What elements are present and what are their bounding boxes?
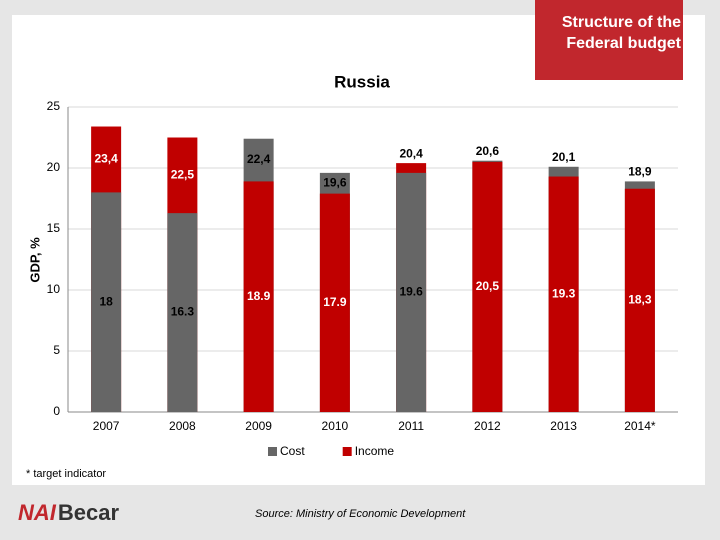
x-tick-label: 2007 bbox=[93, 419, 120, 433]
bar bbox=[396, 172, 427, 412]
source: Source: Ministry of Economic Development bbox=[255, 508, 466, 520]
bar bbox=[624, 188, 655, 412]
data-label: 20,5 bbox=[476, 279, 500, 293]
bar bbox=[243, 181, 274, 412]
bar bbox=[472, 161, 503, 412]
header-tag: Structure of the Federal budget bbox=[535, 0, 683, 80]
legend-label: Income bbox=[355, 444, 395, 458]
logo-mark: NAI bbox=[18, 500, 56, 525]
x-tick-label: 2014* bbox=[624, 419, 656, 433]
data-label: 18.9 bbox=[247, 289, 271, 303]
x-tick-label: 2012 bbox=[474, 419, 501, 433]
data-label: 19,6 bbox=[323, 175, 347, 189]
data-label: 23,4 bbox=[94, 152, 118, 166]
y-tick-label: 0 bbox=[53, 404, 60, 418]
x-tick-label: 2008 bbox=[169, 419, 196, 433]
data-label: 22,5 bbox=[171, 167, 195, 181]
x-tick-label: 2009 bbox=[245, 419, 272, 433]
data-label: 18,9 bbox=[628, 165, 652, 179]
logo-name: Becar bbox=[57, 500, 120, 525]
bar bbox=[167, 213, 198, 412]
y-tick-label: 15 bbox=[47, 221, 61, 235]
logo: NAIBecar bbox=[18, 500, 119, 526]
y-axis-label: GDP, % bbox=[27, 237, 42, 283]
bar bbox=[91, 192, 122, 412]
data-label: 17.9 bbox=[323, 295, 347, 309]
legend-swatch bbox=[342, 447, 352, 456]
legend-label: Cost bbox=[280, 444, 305, 458]
data-label: 20,4 bbox=[399, 146, 423, 160]
x-tick-label: 2010 bbox=[322, 419, 349, 433]
y-tick-label: 10 bbox=[47, 282, 61, 296]
y-tick-label: 25 bbox=[47, 99, 61, 113]
bar bbox=[319, 193, 350, 412]
data-label: 22,4 bbox=[247, 152, 271, 166]
data-label: 19.3 bbox=[552, 286, 576, 300]
data-label: 18,3 bbox=[628, 293, 652, 307]
data-label: 18 bbox=[99, 294, 113, 308]
y-tick-label: 5 bbox=[53, 343, 60, 357]
data-label: 20,6 bbox=[476, 144, 500, 158]
x-tick-label: 2013 bbox=[550, 419, 577, 433]
data-label: 16.3 bbox=[171, 305, 195, 319]
data-label: 19.6 bbox=[399, 285, 423, 299]
legend-swatch bbox=[268, 447, 277, 456]
chart-title: Russia bbox=[334, 72, 390, 91]
y-tick-label: 20 bbox=[47, 160, 61, 174]
x-tick-label: 2011 bbox=[398, 419, 424, 433]
footnote: * target indicator bbox=[26, 468, 107, 480]
bar bbox=[548, 176, 579, 412]
panel bbox=[12, 15, 705, 485]
data-label: 20,1 bbox=[552, 150, 576, 164]
